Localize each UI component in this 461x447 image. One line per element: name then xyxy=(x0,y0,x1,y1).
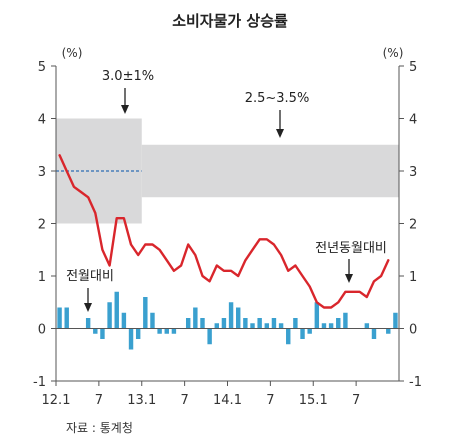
bar-month-14 xyxy=(150,312,155,329)
left-tick-label: 4 xyxy=(38,113,46,128)
bar-month-36 xyxy=(307,328,312,334)
bar-month-10 xyxy=(121,312,127,329)
bar-month-35 xyxy=(300,328,305,339)
bar-month-19 xyxy=(185,318,191,329)
right-tick-label: 0 xyxy=(409,323,417,338)
bar-month-44 xyxy=(364,323,370,329)
x-tick-label: 7 xyxy=(352,393,360,408)
left-tick-label: 1 xyxy=(38,270,46,285)
left-tick-label: 3 xyxy=(38,165,46,180)
bar-month-29 xyxy=(257,318,262,329)
bar-month-47 xyxy=(386,328,391,334)
bar-month-16 xyxy=(164,328,169,334)
x-tick-label: 7 xyxy=(266,393,274,408)
monthly-change-bars xyxy=(57,291,398,350)
bar-month-13 xyxy=(143,297,148,329)
band1-label: 3.0±1% xyxy=(102,69,154,84)
right-tick-label: 5 xyxy=(409,60,417,75)
bar-month-23 xyxy=(214,323,219,329)
bar-month-41 xyxy=(343,312,348,329)
right-tick-label: 2 xyxy=(409,218,417,233)
left-axis-unit: (%) xyxy=(62,46,83,60)
bar-month-8 xyxy=(107,302,112,329)
chart-title: 소비자물가 상승률 xyxy=(172,12,288,30)
bar-month-34 xyxy=(293,318,298,329)
bar-month-45 xyxy=(371,328,377,339)
line-series-label: 전년동월대비 xyxy=(315,241,387,256)
bar-month-31 xyxy=(271,318,277,329)
bar-month-39 xyxy=(328,323,334,329)
bar-month-26 xyxy=(236,307,241,329)
bar-month-32 xyxy=(278,323,284,329)
right-axis-unit: (%) xyxy=(383,46,404,60)
x-tick-label: 14.1 xyxy=(213,393,242,408)
bar-month-27 xyxy=(243,318,248,329)
x-tick-label: 7 xyxy=(180,393,188,408)
x-tick-label: 15.1 xyxy=(299,393,328,408)
bar-month-20 xyxy=(193,307,198,329)
bar-month-24 xyxy=(221,318,227,329)
x-tick-label: 12.1 xyxy=(42,393,71,408)
right-tick-label: 1 xyxy=(409,270,417,285)
bar-month-28 xyxy=(250,323,255,329)
bar-month-22 xyxy=(207,328,212,345)
right-tick-label: 4 xyxy=(409,113,417,128)
left-tick-label: 2 xyxy=(38,218,46,233)
bar-month-6 xyxy=(93,328,98,334)
left-tick-label: 0 xyxy=(38,323,46,338)
bar-month-7 xyxy=(100,328,105,339)
right-tick-label: -1 xyxy=(409,375,422,390)
axes xyxy=(51,65,404,386)
bar-series-label: 전월대비 xyxy=(66,269,114,284)
bar-month-2 xyxy=(64,307,69,329)
left-tick-label: -1 xyxy=(33,375,46,390)
bar-month-38 xyxy=(321,323,327,329)
bar-month-17 xyxy=(171,328,177,334)
bar-month-15 xyxy=(157,328,162,334)
bar-month-30 xyxy=(264,323,270,329)
bar-month-40 xyxy=(336,318,341,329)
bar-month-9 xyxy=(114,291,119,329)
bar-month-48 xyxy=(393,312,398,329)
source-note: 자료 : 통계청 xyxy=(66,421,133,435)
yoy-line xyxy=(58,154,390,309)
band2-arrow xyxy=(276,110,284,138)
bar-month-33 xyxy=(286,328,291,345)
bar-month-12 xyxy=(135,328,141,339)
target-bands xyxy=(56,118,399,224)
yoy-line-group xyxy=(58,154,390,309)
x-tick-label: 13.1 xyxy=(127,393,156,408)
tick-labels: 5 5 4 4 3 3 2 2 1 1 0 0 -1 -1 12.1 7 13.1 7 14.1 7 15.1 7 xyxy=(33,60,422,408)
bar-month-11 xyxy=(128,328,134,350)
line-series-arrow xyxy=(345,259,353,283)
bar-month-5 xyxy=(85,318,91,329)
left-tick-label: 5 xyxy=(38,60,46,75)
bar-month-1 xyxy=(57,307,62,329)
right-tick-label: 3 xyxy=(409,165,417,180)
band1-arrow xyxy=(121,88,129,114)
bar-month-21 xyxy=(200,318,205,329)
bar-series-arrow xyxy=(84,288,92,312)
bar-month-37 xyxy=(314,302,320,329)
bar-month-25 xyxy=(228,302,234,329)
target-band-2 xyxy=(141,144,399,198)
band2-label: 2.5~3.5% xyxy=(245,91,310,106)
x-tick-label: 7 xyxy=(95,393,103,408)
